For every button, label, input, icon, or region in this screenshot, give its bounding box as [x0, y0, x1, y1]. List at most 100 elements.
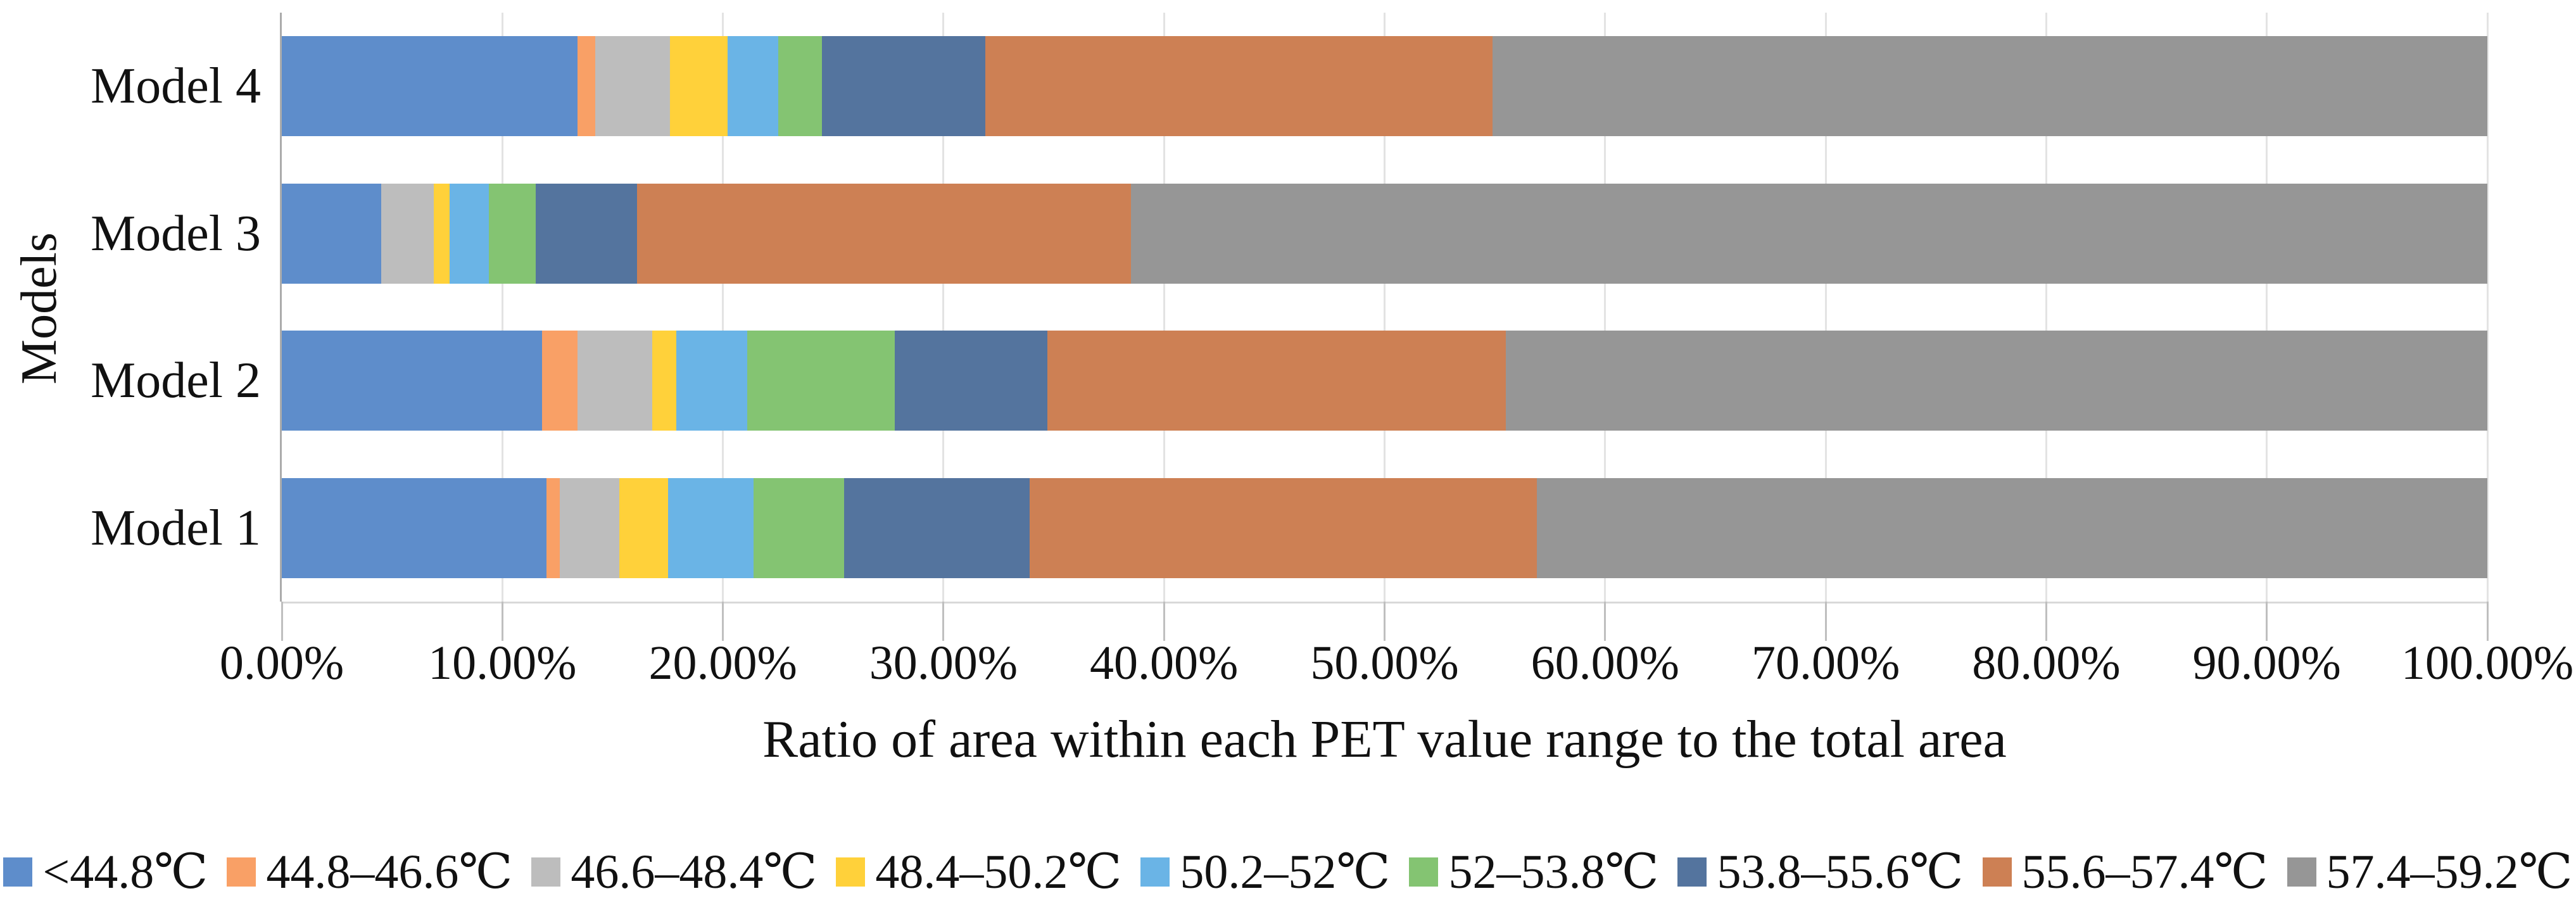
segment-46.6–48.4℃ [381, 183, 434, 284]
x-tick-30.00% [942, 602, 945, 641]
plot-area [280, 13, 2489, 604]
legend-swatch-icon [1140, 857, 1170, 887]
legend-item-44.8–46.6℃: 44.8–46.6℃ [227, 840, 512, 904]
bar-model-3 [282, 183, 2487, 284]
legend-swatch-icon [836, 857, 866, 887]
segment-<44.8℃ [282, 183, 381, 284]
segment-50.2–52℃ [727, 36, 778, 137]
segment-53.8–55.6℃ [822, 36, 986, 137]
bar-model-2 [282, 331, 2487, 431]
segment-48.4–50.2℃ [619, 477, 668, 578]
bar-model-4 [282, 36, 2487, 137]
gridline-10.00% [501, 13, 503, 602]
legend-item-48.4–50.2℃: 48.4–50.2℃ [836, 840, 1121, 904]
gridline-90.00% [2266, 13, 2268, 602]
segment-50.2–52℃ [449, 183, 489, 284]
segment-55.6–57.4℃ [1029, 477, 1537, 578]
segment-46.6–48.4℃ [595, 36, 670, 137]
segment-<44.8℃ [282, 331, 542, 431]
legend-swatch-icon [1677, 857, 1707, 887]
gridline-70.00% [1824, 13, 1827, 602]
legend-label: 48.4–50.2℃ [875, 845, 1122, 899]
legend-swatch-icon [1982, 857, 2012, 887]
segment-44.8–46.6℃ [577, 36, 595, 137]
gridline-100.00% [2486, 13, 2489, 602]
segment-46.6–48.4℃ [559, 477, 619, 578]
segment-44.8–46.6℃ [546, 477, 560, 578]
legend-label: 52–53.8℃ [1448, 845, 1659, 899]
category-label-model-4: Model 4 [91, 58, 261, 115]
x-tick-label-0.00%: 0.00% [219, 636, 344, 690]
segment-52–53.8℃ [754, 477, 845, 578]
segment-57.4–59.2℃ [1536, 477, 2487, 578]
x-tick-90.00% [2266, 602, 2268, 641]
segment-53.8–55.6℃ [844, 477, 1030, 578]
x-tick-0.00% [281, 602, 283, 641]
x-tick-label-40.00%: 40.00% [1090, 636, 1239, 690]
legend-item-50.2–52℃: 50.2–52℃ [1140, 840, 1390, 904]
legend-label: 50.2–52℃ [1180, 845, 1391, 899]
segment-53.8–55.6℃ [895, 331, 1047, 431]
legend-item-55.6–57.4℃: 55.6–57.4℃ [1982, 840, 2268, 904]
segment-52–53.8℃ [489, 183, 536, 284]
legend-swatch-icon [1409, 857, 1439, 887]
legend-swatch-icon [531, 857, 561, 887]
legend-item-52–53.8℃: 52–53.8℃ [1409, 840, 1658, 904]
x-tick-80.00% [2045, 602, 2047, 641]
legend-swatch-icon [2287, 857, 2316, 887]
segment-52–53.8℃ [747, 331, 895, 431]
x-tick-60.00% [1604, 602, 1607, 641]
category-label-model-3: Model 3 [91, 205, 261, 262]
x-tick-label-100.00%: 100.00% [2401, 636, 2574, 690]
legend: <44.8℃ 44.8–46.6℃ 46.6–48.4℃ 48.4–50.2℃ 50.2… [0, 837, 2576, 907]
x-tick-50.00% [1384, 602, 1386, 641]
x-tick-40.00% [1163, 602, 1165, 641]
x-axis-title: Ratio of area within each PET value rang… [762, 710, 2007, 769]
legend-label: <44.8℃ [42, 845, 208, 899]
gridline-80.00% [2045, 13, 2047, 602]
segment-44.8–46.6℃ [541, 331, 578, 431]
gridline-50.00% [1384, 13, 1386, 602]
x-tick-100.00% [2486, 602, 2489, 641]
segment-48.4–50.2℃ [652, 331, 677, 431]
x-tick-label-50.00%: 50.00% [1310, 636, 1459, 690]
x-tick-label-10.00%: 10.00% [428, 636, 577, 690]
legend-label: 44.8–46.6℃ [266, 845, 513, 899]
y-axis-line [280, 13, 282, 602]
legend-label: 46.6–48.4℃ [571, 845, 818, 899]
legend-item-53.8–55.6℃: 53.8–55.6℃ [1677, 840, 1964, 904]
segment-50.2–52℃ [667, 477, 754, 578]
x-tick-10.00% [501, 602, 503, 641]
segment-52–53.8℃ [778, 36, 823, 137]
segment-53.8–55.6℃ [535, 183, 637, 284]
legend-swatch-icon [227, 857, 256, 887]
x-tick-20.00% [722, 602, 724, 641]
legend-label: 57.4–59.2℃ [2326, 845, 2573, 899]
x-tick-70.00% [1824, 602, 1827, 641]
gridline-30.00% [942, 13, 945, 602]
gridline-40.00% [1163, 13, 1165, 602]
legend-item-57.4–59.2℃: 57.4–59.2℃ [2287, 840, 2573, 904]
segment-57.4–59.2℃ [1493, 36, 2487, 137]
legend-label: 53.8–55.6℃ [1717, 845, 1964, 899]
segment-57.4–59.2℃ [1506, 331, 2487, 431]
segment-46.6–48.4℃ [577, 331, 653, 431]
legend-swatch-icon [3, 857, 33, 887]
bar-model-1 [282, 477, 2487, 578]
segment-50.2–52℃ [676, 331, 747, 431]
gridline-60.00% [1604, 13, 1607, 602]
segment-55.6–57.4℃ [1047, 331, 1506, 431]
x-tick-label-60.00%: 60.00% [1531, 636, 1679, 690]
category-label-model-2: Model 2 [91, 353, 261, 409]
legend-item-46.6–48.4℃: 46.6–48.4℃ [531, 840, 817, 904]
x-tick-label-80.00%: 80.00% [1972, 636, 2121, 690]
x-tick-label-90.00%: 90.00% [2192, 636, 2341, 690]
segment-<44.8℃ [282, 477, 546, 578]
legend-label: 55.6–57.4℃ [2021, 845, 2268, 899]
segment-<44.8℃ [282, 36, 578, 137]
category-label-model-1: Model 1 [91, 500, 261, 556]
x-tick-label-30.00%: 30.00% [869, 636, 1018, 690]
x-tick-label-70.00%: 70.00% [1751, 636, 1900, 690]
legend-item-<44.8℃: <44.8℃ [3, 840, 208, 904]
